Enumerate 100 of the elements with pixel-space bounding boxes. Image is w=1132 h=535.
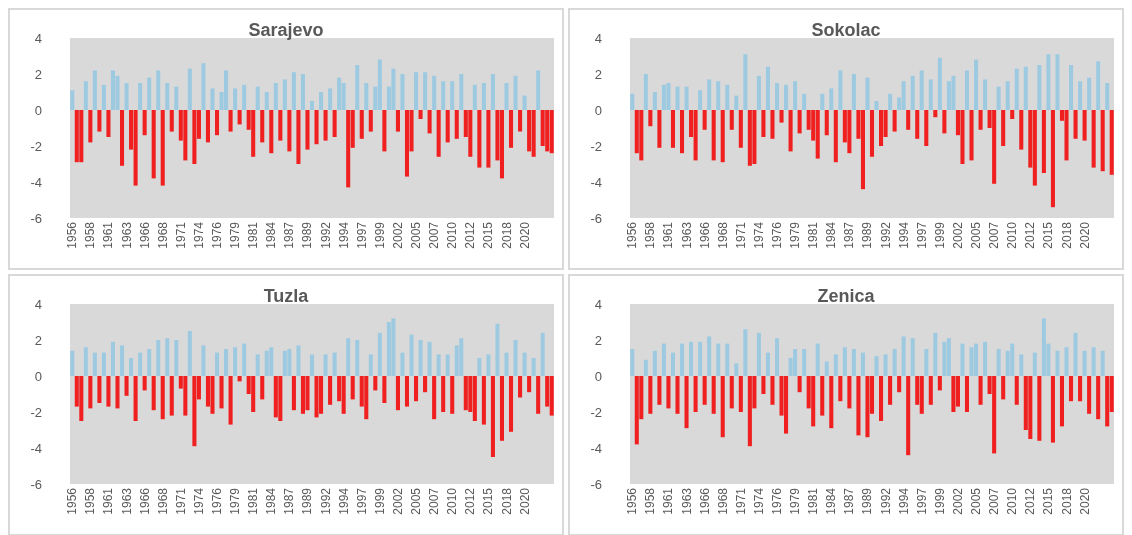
x-tick-label: 2012 <box>1023 221 1038 249</box>
bar <box>409 334 414 376</box>
bar <box>670 110 676 148</box>
bar <box>1023 66 1028 110</box>
x-tick-label: 1956 <box>625 487 640 515</box>
bar <box>436 354 441 376</box>
bar <box>237 376 242 382</box>
x-tick-label: 1997 <box>914 221 929 249</box>
bar <box>124 83 129 110</box>
y-tick-label: -4 <box>590 440 602 456</box>
bar <box>865 376 870 438</box>
bar <box>441 376 446 412</box>
bar <box>450 81 455 110</box>
bar <box>536 376 541 414</box>
x-tick-label: 2015 <box>1041 487 1056 515</box>
x-tick-label: 2010 <box>445 221 460 249</box>
bar <box>395 376 400 411</box>
bar <box>1078 81 1083 110</box>
y-tick-label: 4 <box>594 30 602 46</box>
bar <box>119 345 125 376</box>
bar <box>752 110 757 164</box>
bar <box>1073 332 1078 376</box>
bar <box>404 110 410 177</box>
bar <box>856 376 861 436</box>
x-tick-label: 1963 <box>679 487 694 515</box>
bar <box>423 376 428 393</box>
bar <box>643 74 648 110</box>
bar <box>747 110 752 166</box>
x-tick-label: 1992 <box>318 221 333 249</box>
bar <box>441 81 446 110</box>
bar <box>142 110 147 136</box>
bar <box>110 341 116 376</box>
bar <box>382 376 387 403</box>
x-tick-label: 2018 <box>1059 487 1074 515</box>
y-tick-label: -6 <box>590 476 602 492</box>
x-tick-label: 2010 <box>445 487 460 515</box>
bar <box>147 349 152 376</box>
bar <box>915 110 920 139</box>
y-tick-label: 2 <box>594 66 602 82</box>
x-tick-label: 1963 <box>679 221 694 249</box>
bar <box>747 376 752 447</box>
bar <box>702 376 707 405</box>
bar <box>1091 110 1096 168</box>
bar <box>1064 110 1069 161</box>
bar <box>675 86 680 110</box>
x-tick-label: 1961 <box>101 487 116 515</box>
x-tick-label: 1979 <box>788 221 803 249</box>
bar <box>386 322 391 376</box>
x-tick-label: 1963 <box>119 221 134 249</box>
bar <box>201 63 206 110</box>
bar <box>540 332 545 376</box>
bar <box>910 338 915 376</box>
x-tick-label: 1958 <box>83 487 98 515</box>
bar <box>472 376 477 421</box>
bar <box>504 352 509 376</box>
y-tick-label: 0 <box>34 102 42 118</box>
bar <box>652 92 657 110</box>
bar <box>734 363 739 376</box>
bar <box>432 376 437 420</box>
y-tick-label: -2 <box>590 404 602 420</box>
bar <box>101 84 106 110</box>
bar <box>486 110 491 168</box>
bar <box>738 110 743 148</box>
bar <box>1005 81 1010 110</box>
bar <box>860 352 865 376</box>
bar <box>851 349 856 376</box>
bar <box>88 110 93 143</box>
bar <box>110 70 116 110</box>
bar <box>888 376 893 405</box>
bar <box>897 376 902 393</box>
bar <box>377 59 382 110</box>
x-tick-label: 1997 <box>354 487 369 515</box>
x-tick-label: 1999 <box>932 221 947 249</box>
y-tick-label: 2 <box>34 332 42 348</box>
bar <box>201 345 206 376</box>
bar <box>138 83 143 110</box>
bar <box>942 341 947 376</box>
bar <box>661 84 666 110</box>
bar <box>689 341 694 376</box>
bar <box>820 93 825 110</box>
x-tick-label: 2010 <box>1005 221 1020 249</box>
x-tick-label: 2002 <box>390 221 405 249</box>
x-tick-label: 1987 <box>282 221 297 249</box>
bar <box>418 110 423 119</box>
bar <box>518 110 523 132</box>
bar <box>187 331 192 376</box>
bar <box>630 93 635 110</box>
bar <box>119 110 125 166</box>
bar <box>251 110 256 157</box>
bar <box>793 81 798 110</box>
bar <box>391 68 396 110</box>
bar <box>928 376 933 405</box>
bar <box>797 110 802 134</box>
x-tick-label: 2010 <box>1005 487 1020 515</box>
bar <box>937 57 942 110</box>
bar <box>165 338 170 376</box>
bar <box>802 349 807 376</box>
bar <box>879 376 884 421</box>
bar <box>242 84 247 110</box>
bar <box>282 79 287 110</box>
